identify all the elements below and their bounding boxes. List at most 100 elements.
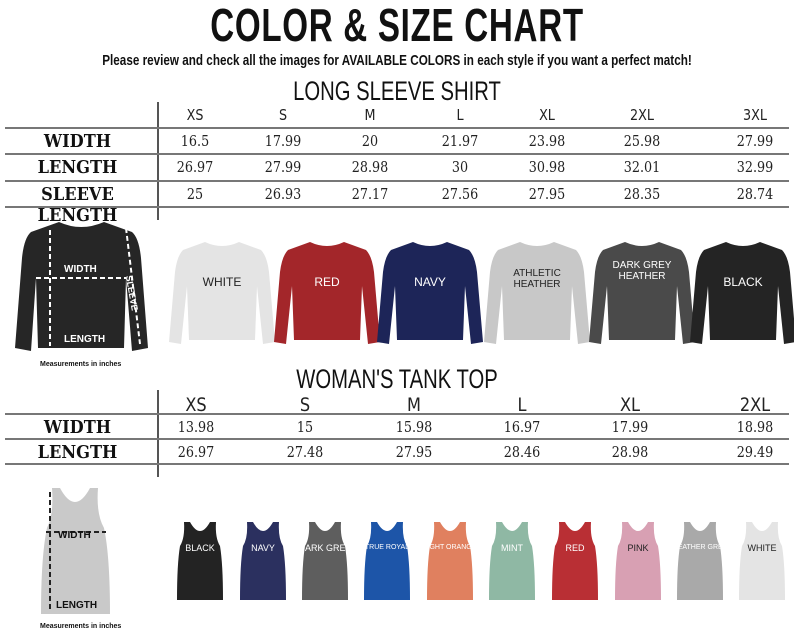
long-sleeve-heading: LONG SLEEVE SHIRT — [293, 76, 501, 106]
long-sleeve-shirt-icon — [589, 242, 695, 344]
table-cell: 27.99 — [736, 131, 774, 150]
page-title: COLOR & SIZE CHART — [210, 0, 584, 51]
table-cell: 13.98 — [177, 418, 215, 436]
table-cell: 21.97 — [441, 131, 479, 150]
size-header-s: S — [278, 106, 288, 124]
color-label: LIGHT ORANGE — [423, 544, 477, 551]
table-cell: 25.98 — [623, 131, 661, 150]
size-header-m: M — [364, 106, 376, 124]
table-cell: 27.99 — [264, 158, 302, 176]
table-cell: 27.48 — [286, 443, 324, 461]
table-cell: 29.49 — [736, 443, 774, 461]
color-label: HEATHER GREY — [672, 544, 728, 551]
table-cell: 17.99 — [611, 418, 649, 436]
tank-swatch-pink: PINK — [613, 520, 663, 602]
row-label-length: LENGTH — [37, 442, 118, 463]
table-cell: 28.35 — [623, 184, 661, 203]
shirt-swatch-dark-grey-heather: DARK GREY HEATHER — [587, 238, 697, 348]
table-cell: 18.98 — [736, 418, 774, 436]
tank-top-icon — [489, 522, 535, 600]
size-header-s: S — [299, 394, 311, 416]
table-cell: 28.46 — [503, 443, 541, 461]
table-cell: 28.98 — [351, 158, 389, 176]
row-divider — [5, 126, 789, 129]
long-sleeve-shirt-icon — [377, 242, 483, 344]
size-header-xl: XL — [619, 394, 641, 416]
color-label: TRUE ROYAL — [364, 544, 410, 551]
row-divider — [5, 463, 789, 465]
shirt-swatch-black: BLACK — [688, 238, 794, 348]
row-divider — [5, 438, 789, 440]
table-cell: 17.99 — [264, 131, 302, 150]
table-cell: 28.98 — [611, 443, 649, 461]
table-cell: 15.98 — [395, 418, 433, 436]
tank-top-icon — [364, 522, 410, 600]
table-cell: 16.5 — [180, 131, 210, 150]
color-label: BLACK — [723, 275, 763, 289]
subtitle: Please review and check all the images f… — [102, 52, 692, 69]
tank-top-heading: WOMAN'S TANK TOP — [296, 364, 498, 394]
long-sleeve-shirt-icon — [169, 242, 275, 344]
size-header-m: M — [407, 394, 421, 416]
tank-top-icon — [427, 522, 473, 600]
long-sleeve-diagram-shirt-icon — [15, 222, 148, 351]
size-header-xs: XS — [185, 394, 207, 416]
table-cell: 26.93 — [264, 184, 302, 203]
table-cell: 32.99 — [736, 158, 774, 176]
row-label-length: LENGTH — [37, 157, 118, 178]
tank-swatch-true-royal: TRUE ROYAL — [362, 520, 412, 602]
table-cell: 30.98 — [528, 158, 566, 176]
row-divider — [5, 153, 789, 155]
row-label-width: WIDTH — [43, 130, 112, 152]
size-header-2xl: 2XL — [739, 394, 771, 416]
table-cell: 26.97 — [177, 443, 215, 461]
color-label: ATHLETIC HEATHER — [513, 268, 561, 290]
size-header-xs: XS — [186, 106, 204, 124]
table-cell: 27.95 — [528, 184, 566, 203]
tank-top-icon — [739, 522, 785, 600]
color-label: WHITE — [202, 275, 242, 289]
tank-top-icon — [552, 522, 598, 600]
tank-swatch-dark-grey: DARK GREY — [298, 520, 352, 602]
tank-top-icon — [177, 522, 223, 600]
size-header-2xl: 2XL — [630, 106, 654, 124]
row-divider — [5, 413, 789, 415]
table-cell: 20 — [361, 131, 379, 150]
color-label: RED — [565, 543, 585, 553]
table-cell: 25 — [186, 184, 204, 203]
tank-top-diagram-icon — [41, 488, 110, 614]
length-label: LENGTH — [56, 600, 98, 611]
tank-top-icon — [302, 522, 348, 600]
column-divider — [157, 390, 159, 477]
row-label-width: WIDTH — [43, 417, 112, 438]
long-sleeve-shirt-icon — [274, 242, 380, 344]
size-header-l: L — [456, 106, 464, 124]
color-label: MINT — [501, 543, 523, 553]
tank-swatch-mint: MINT — [487, 520, 537, 602]
table-cell: 23.98 — [528, 131, 566, 150]
table-cell: 27.95 — [395, 443, 433, 461]
row-label-sleeve-length: SLEEVE LENGTH — [37, 183, 118, 226]
tank-swatch-black: BLACK — [175, 520, 225, 602]
size-header-3xl: 3XL — [743, 106, 767, 124]
size-header-xl: XL — [539, 106, 555, 124]
table-cell: 30 — [451, 158, 469, 176]
tank-swatch-navy: NAVY — [238, 520, 288, 602]
tank-swatch-red: RED — [550, 520, 600, 602]
color-label: PINK — [627, 543, 649, 553]
shirt-swatch-red: RED — [272, 238, 382, 348]
shirt-swatch-athletic-heather: ATHLETIC HEATHER — [482, 238, 592, 348]
column-divider — [157, 102, 159, 220]
size-header-l: L — [517, 394, 527, 416]
tank-swatch-heather-grey: HEATHER GREY — [673, 520, 727, 602]
color-label: NAVY — [251, 543, 275, 553]
width-label: WIDTH — [64, 264, 97, 275]
table-cell: 27.17 — [351, 184, 389, 203]
row-divider — [5, 179, 789, 182]
table-cell: 28.74 — [736, 184, 774, 203]
tank-top-diagram: WIDTH LENGTH — [38, 486, 113, 616]
tank-top-icon — [615, 522, 661, 600]
tank-swatch-light-orange: LIGHT ORANGE — [424, 520, 476, 602]
table-cell: 32.01 — [623, 158, 661, 176]
table-cell: 27.56 — [441, 184, 479, 203]
